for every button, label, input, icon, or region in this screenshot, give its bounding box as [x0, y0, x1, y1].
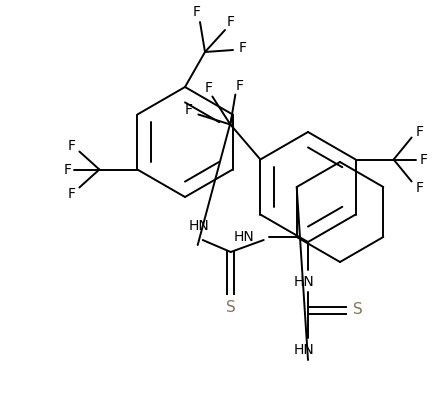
Text: F: F [68, 139, 75, 152]
Text: F: F [68, 187, 75, 200]
Text: S: S [353, 303, 363, 318]
Text: HN: HN [294, 343, 315, 357]
Text: S: S [226, 299, 236, 314]
Text: HN: HN [234, 230, 255, 244]
Text: F: F [416, 125, 423, 139]
Text: F: F [184, 104, 192, 118]
Text: F: F [420, 152, 428, 166]
Text: F: F [227, 15, 235, 29]
Text: F: F [236, 79, 243, 94]
Text: F: F [416, 181, 423, 195]
Text: F: F [204, 81, 212, 96]
Text: F: F [63, 162, 71, 177]
Text: F: F [193, 5, 201, 19]
Text: HN: HN [189, 219, 210, 233]
Text: HN: HN [294, 275, 315, 289]
Text: F: F [239, 41, 247, 55]
